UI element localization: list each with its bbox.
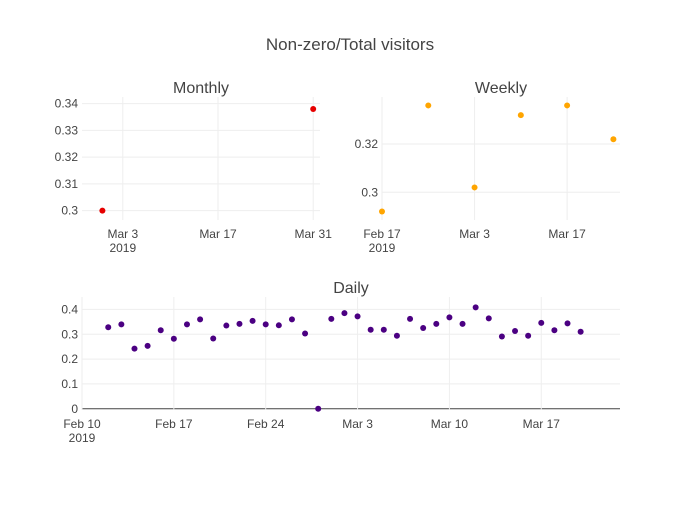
daily-data-point — [118, 321, 125, 328]
daily-y-tick-label: 0.4 — [61, 302, 78, 316]
weekly-data-point — [517, 112, 524, 119]
daily-data-point — [144, 342, 151, 349]
daily-data-point — [197, 316, 204, 323]
daily-data-point — [498, 333, 505, 340]
weekly-y-tick-label: 0.3 — [361, 185, 378, 199]
weekly-y-tick-label: 0.32 — [355, 137, 379, 151]
daily-data-point — [367, 326, 374, 333]
daily-data-point — [328, 315, 335, 322]
weekly-x-tick-label: Mar 3 — [459, 227, 490, 241]
daily-data-point — [538, 319, 545, 326]
daily-data-point — [131, 345, 138, 352]
daily-data-point — [354, 313, 361, 320]
monthly-data-point — [310, 106, 317, 113]
daily-data-point — [315, 405, 322, 412]
daily-x-tick-label: Feb 17 — [155, 417, 193, 431]
daily-data-point — [210, 335, 217, 342]
daily-data-point — [380, 326, 387, 333]
daily-data-point — [407, 315, 414, 322]
daily-data-point — [420, 325, 427, 332]
weekly-x-tick-label: Feb 17 — [363, 227, 401, 241]
daily-title: Daily — [333, 280, 369, 297]
daily-data-point — [275, 322, 282, 329]
daily-y-tick-label: 0 — [71, 402, 78, 416]
daily-data-point — [302, 330, 309, 337]
weekly-title: Weekly — [475, 80, 527, 97]
monthly-title: Monthly — [173, 80, 229, 97]
monthly-y-tick-label: 0.32 — [55, 150, 79, 164]
daily-data-point — [485, 315, 492, 322]
daily-data-point — [105, 324, 112, 331]
weekly-data-point — [564, 102, 571, 109]
daily-data-point — [393, 332, 400, 339]
weekly-data-point — [379, 208, 385, 215]
daily-x-tick-label: Mar 3 — [342, 417, 373, 431]
daily-data-point — [446, 314, 453, 321]
daily-y-tick-label: 0.3 — [61, 327, 78, 341]
weekly-x-tick-label: Mar 17 — [548, 227, 586, 241]
monthly-data-point — [99, 207, 106, 214]
daily-data-point — [236, 320, 243, 327]
daily-x-tick-label: Mar 10 — [431, 417, 469, 431]
weekly-x-tick-year: 2019 — [369, 241, 396, 255]
daily-data-point — [223, 322, 230, 329]
daily-x-tick-label: Mar 17 — [523, 417, 561, 431]
daily-data-point — [525, 332, 532, 339]
daily-data-point — [170, 335, 177, 342]
daily-data-point — [288, 316, 295, 323]
daily-data-point — [512, 328, 519, 335]
daily-x-tick-label: Feb 24 — [247, 417, 285, 431]
daily-data-point — [341, 310, 348, 317]
monthly-y-tick-label: 0.31 — [55, 177, 79, 191]
weekly-data-point — [610, 136, 617, 143]
daily-data-point — [472, 304, 479, 311]
weekly-data-point — [425, 102, 432, 109]
daily-data-point — [459, 320, 466, 327]
daily-x-tick-year: 2019 — [69, 431, 96, 445]
weekly-data-point — [471, 184, 478, 191]
daily-data-point — [577, 328, 584, 335]
daily-data-point — [551, 327, 558, 334]
daily-y-tick-label: 0.2 — [61, 352, 78, 366]
monthly-x-tick-label: Mar 31 — [295, 227, 333, 241]
monthly-x-tick-label: Mar 17 — [199, 227, 237, 241]
monthly-y-tick-label: 0.33 — [55, 123, 79, 137]
daily-data-point — [564, 320, 571, 327]
daily-data-point — [157, 327, 164, 334]
figure-title: Non-zero/Total visitors — [266, 35, 434, 54]
monthly-x-tick-label: Mar 3 — [107, 227, 138, 241]
monthly-y-tick-label: 0.3 — [61, 204, 78, 218]
daily-y-tick-label: 0.1 — [61, 377, 78, 391]
monthly-y-tick-label: 0.34 — [55, 97, 79, 111]
monthly-x-tick-year: 2019 — [109, 241, 136, 255]
daily-data-point — [262, 321, 269, 328]
daily-x-tick-label: Feb 10 — [63, 417, 101, 431]
daily-data-point — [433, 320, 440, 327]
daily-data-point — [249, 317, 256, 324]
daily-data-point — [183, 321, 190, 328]
